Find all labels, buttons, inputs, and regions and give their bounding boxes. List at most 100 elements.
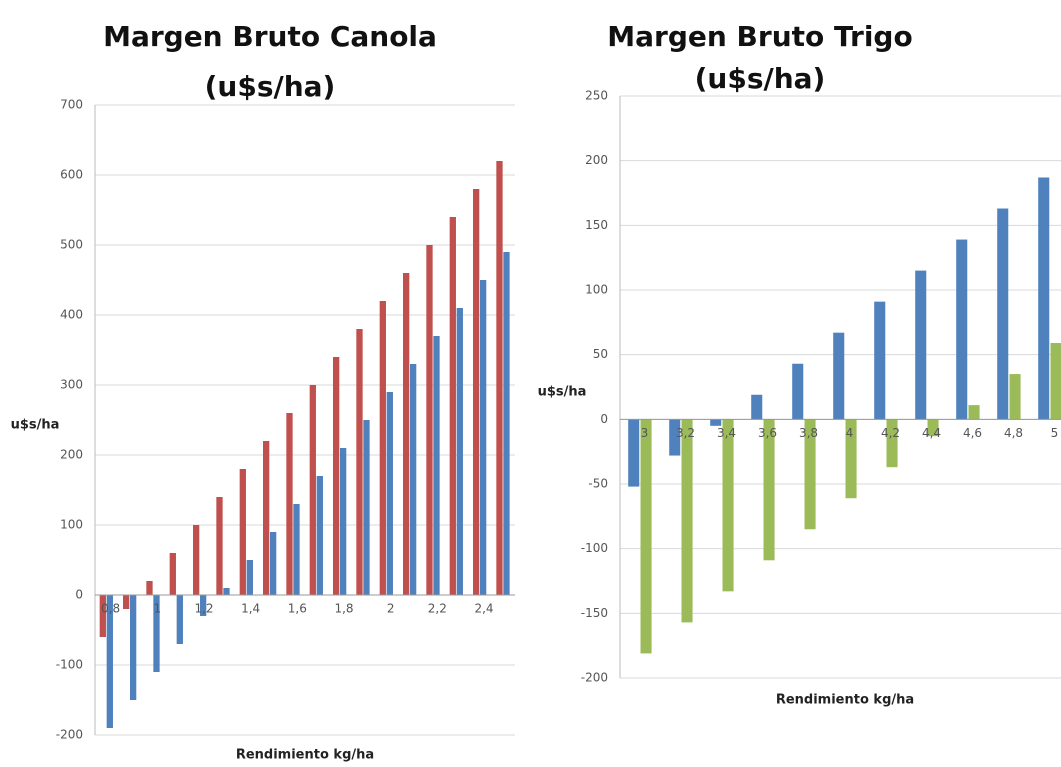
- bar: [239, 469, 246, 595]
- y-tick-label: 400: [60, 308, 83, 322]
- y-tick-label: -200: [581, 671, 608, 685]
- bar: [200, 595, 207, 616]
- x-tick-label: 4,2: [881, 426, 900, 440]
- bar: [363, 420, 370, 595]
- bar: [763, 419, 775, 561]
- y-axis-label: u$s/ha: [11, 418, 60, 433]
- y-tick-label: 200: [585, 153, 608, 167]
- bar: [340, 448, 347, 595]
- x-tick-label: 3: [641, 426, 649, 440]
- bar: [480, 280, 487, 595]
- x-tick-label: 4,4: [922, 426, 941, 440]
- x-tick-label: 4: [846, 426, 854, 440]
- bar: [169, 553, 176, 595]
- bar: [270, 532, 277, 595]
- bar: [106, 595, 113, 728]
- y-tick-label: -100: [581, 541, 608, 555]
- bar: [1038, 177, 1050, 420]
- chart-title: Margen Bruto Trigo: [607, 20, 912, 53]
- y-tick-label: 300: [60, 378, 83, 392]
- bar: [751, 394, 763, 420]
- y-tick-label: -50: [588, 477, 608, 491]
- bar: [640, 419, 652, 654]
- x-axis-label: Rendimiento kg/ha: [776, 693, 914, 708]
- y-axis-label: u$s/ha: [538, 385, 587, 400]
- bar: [379, 301, 386, 595]
- bar: [426, 245, 433, 595]
- bar: [449, 217, 456, 595]
- chart-title: (u$s/ha): [695, 62, 826, 95]
- bar: [193, 525, 200, 595]
- y-tick-label: 200: [60, 448, 83, 462]
- bar: [410, 364, 417, 595]
- y-tick-label: 150: [585, 218, 608, 232]
- chart-title: (u$s/ha): [205, 70, 336, 103]
- bar: [123, 595, 130, 609]
- bar: [309, 385, 316, 595]
- bar: [333, 357, 340, 595]
- x-tick-label: 3,2: [676, 426, 695, 440]
- x-tick-label: 1,8: [334, 602, 353, 616]
- bar: [286, 413, 293, 595]
- x-tick-label: 1: [154, 602, 162, 616]
- bar: [246, 560, 253, 595]
- y-tick-label: 0: [600, 412, 608, 426]
- x-tick-label: 4,8: [1004, 426, 1023, 440]
- bar: [473, 189, 480, 595]
- x-tick-label: 0,8: [101, 602, 120, 616]
- bar: [386, 392, 393, 595]
- bar: [1009, 374, 1021, 420]
- x-tick-label: 1,4: [241, 602, 260, 616]
- bar: [316, 476, 323, 595]
- bar: [792, 363, 804, 420]
- y-tick-label: 250: [585, 89, 608, 103]
- y-tick-label: 700: [60, 98, 83, 112]
- y-tick-label: 500: [60, 238, 83, 252]
- x-axis-label: Rendimiento kg/ha: [236, 748, 374, 763]
- bar: [176, 595, 183, 644]
- bar: [710, 419, 722, 426]
- y-tick-label: -150: [581, 606, 608, 620]
- bar: [356, 329, 363, 595]
- bar: [263, 441, 270, 595]
- bar: [886, 419, 898, 468]
- x-tick-label: 1,2: [194, 602, 213, 616]
- bar: [804, 419, 816, 530]
- bar: [293, 504, 300, 595]
- y-tick-label: 0: [75, 588, 83, 602]
- bar: [216, 497, 223, 595]
- bar: [681, 419, 693, 623]
- bar: [130, 595, 137, 700]
- bar: [1050, 343, 1061, 420]
- bar: [927, 419, 939, 437]
- x-tick-label: 1,6: [288, 602, 307, 616]
- y-tick-label: 50: [593, 347, 608, 361]
- bar: [456, 308, 463, 595]
- bar: [845, 419, 857, 499]
- x-tick-label: 2,2: [428, 602, 447, 616]
- y-tick-label: -100: [56, 658, 83, 672]
- y-tick-label: 100: [60, 518, 83, 532]
- x-tick-label: 3,8: [799, 426, 818, 440]
- bar: [956, 239, 968, 420]
- bar: [153, 595, 160, 672]
- bar: [833, 332, 845, 420]
- x-tick-label: 2,4: [474, 602, 493, 616]
- bar: [874, 301, 886, 420]
- bar: [496, 161, 503, 595]
- x-tick-label: 3,6: [758, 426, 777, 440]
- bar: [968, 405, 980, 420]
- x-tick-label: 5: [1051, 426, 1059, 440]
- chart-title: Margen Bruto Canola: [103, 20, 437, 53]
- y-tick-label: -200: [56, 728, 83, 742]
- y-tick-label: 100: [585, 283, 608, 297]
- bar: [99, 595, 106, 637]
- x-tick-label: 2: [387, 602, 395, 616]
- bar: [223, 588, 230, 595]
- y-tick-label: 600: [60, 168, 83, 182]
- bar: [146, 581, 153, 595]
- bar: [628, 419, 640, 487]
- bar: [915, 270, 927, 420]
- bar: [433, 336, 440, 595]
